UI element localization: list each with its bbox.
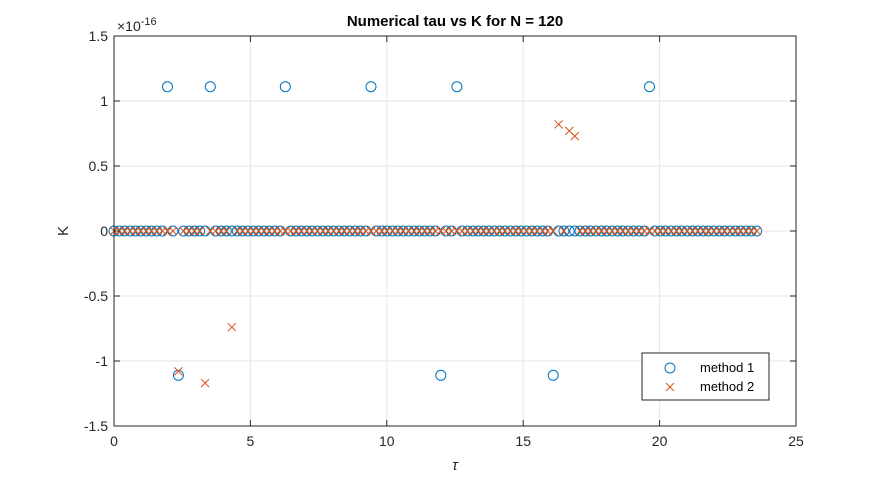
data-point-method-1 [644, 81, 656, 93]
data-point-method-1 [161, 81, 173, 93]
data-point-method-2 [222, 226, 231, 236]
data-point-method-1 [279, 81, 291, 93]
data-point-method-1 [451, 81, 463, 93]
x-tick-label: 5 [247, 433, 255, 449]
data-point-method-1 [558, 225, 570, 237]
y-tick-label: -0.5 [84, 288, 108, 304]
axes [113, 35, 797, 427]
chart-title: Numerical tau vs K for N = 120 [347, 13, 563, 30]
legend: method 1 method 2 [641, 352, 770, 401]
x-tick-label: 15 [515, 433, 531, 449]
series-layer [108, 81, 763, 388]
y-tick-label: 0 [100, 223, 108, 239]
x-tick-label: 20 [652, 433, 668, 449]
x-tick-label: 0 [110, 433, 118, 449]
data-point-method-2 [548, 226, 558, 236]
legend-marker-method-1 [664, 362, 676, 374]
legend-box [641, 352, 770, 401]
data-point-method-1 [204, 81, 216, 93]
data-point-method-1 [547, 369, 559, 381]
data-point-method-2 [570, 131, 580, 141]
data-point-method-1 [365, 81, 377, 93]
y-tick-label: -1.5 [84, 418, 108, 434]
y-tick-label: 1.5 [89, 28, 109, 44]
y-exponent-label: ×10-16 [117, 16, 157, 34]
data-point-method-2 [195, 226, 205, 236]
data-point-method-1 [172, 369, 184, 381]
series-2 [109, 120, 762, 388]
legend-marker-method-2 [665, 382, 675, 392]
data-point-method-2 [559, 226, 569, 236]
data-point-method-1 [435, 369, 447, 381]
data-point-method-2 [227, 322, 237, 332]
x-tick-label: 25 [788, 433, 804, 449]
legend-label-method-1: method 1 [700, 360, 754, 375]
y-tick-label: 0.5 [89, 158, 109, 174]
legend-label-method-2: method 2 [700, 379, 754, 394]
y-axis-label: K [55, 226, 72, 236]
data-point-method-2 [752, 226, 762, 236]
tick-labels: 0 5 10 15 20 25 -1.5 -1 -0.5 0 0.5 1 1.5 [84, 28, 804, 449]
y-exponent-power: -16 [141, 16, 157, 28]
x-tick-label: 10 [379, 433, 395, 449]
data-point-method-2 [168, 226, 178, 236]
data-point-method-2 [554, 120, 564, 129]
y-tick-label: -1 [96, 353, 109, 369]
x-axis-label: τ [452, 457, 459, 474]
y-exponent-base: ×10 [117, 18, 141, 34]
data-point-method-2 [174, 367, 183, 376]
y-tick-label: 1 [100, 93, 108, 109]
data-point-method-2 [200, 378, 210, 388]
